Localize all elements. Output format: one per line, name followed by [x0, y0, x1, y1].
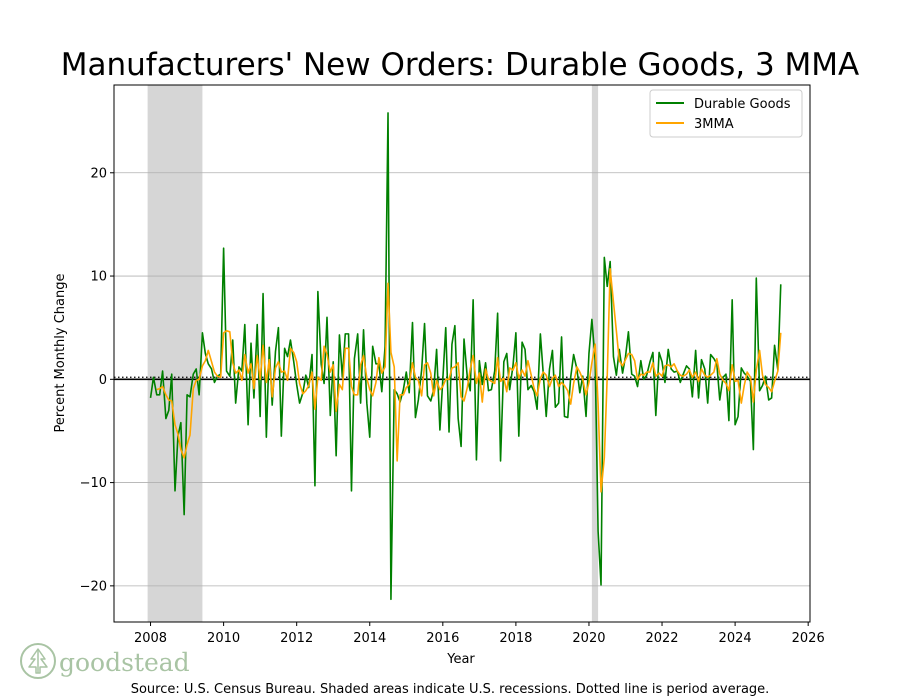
x-tick-label-4: 2016 [426, 631, 459, 646]
series-lines [149, 112, 782, 601]
goodstead-logo: goodstead [20, 643, 190, 679]
legend-label-durable-goods: Durable Goods [694, 97, 791, 112]
y-tick-label-0: −20 [80, 579, 107, 594]
x-tick-label-6: 2020 [572, 631, 605, 646]
y-tick-label-2: 0 [99, 373, 107, 388]
x-tick-label-3: 2014 [353, 631, 386, 646]
x-axis-label: Year [446, 652, 475, 667]
plot-area: 2008 2010 2012 2014 2016 2018 2020 2022 2024 2026… [80, 84, 825, 646]
x-tick-label-9: 2026 [792, 631, 825, 646]
legend-box [649, 89, 803, 138]
plot-frame [113, 84, 811, 623]
y-tick-label-1: −10 [80, 476, 107, 491]
logo-wordmark: goodstead [59, 648, 190, 677]
x-tick-label-0: 2008 [134, 631, 167, 646]
legend-label-3mma: 3MMA [694, 117, 734, 132]
x-tick-label-2: 2012 [280, 631, 313, 646]
source-note: Source: U.S. Census Bureau. Shaded areas… [131, 682, 770, 697]
y-tick-label-4: 20 [90, 166, 107, 181]
y-axis-ticks: −20 −10 0 10 20 [80, 166, 114, 594]
chart-title: Manufacturers' New Orders: Durable Goods… [61, 47, 859, 83]
x-tick-label-5: 2018 [499, 631, 532, 646]
y-axis-label: Percent Monthly Change [53, 273, 68, 432]
series-line-3mma [156, 268, 782, 493]
series-line-durable-goods [149, 112, 782, 601]
x-tick-label-7: 2022 [645, 631, 678, 646]
legend: Durable Goods 3MMA [649, 89, 803, 138]
tree-icon [20, 643, 56, 679]
x-tick-label-1: 2010 [207, 631, 240, 646]
recession-band-0 [147, 85, 203, 622]
x-tick-label-8: 2024 [719, 631, 752, 646]
y-tick-label-3: 10 [90, 270, 107, 285]
x-axis-ticks: 2008 2010 2012 2014 2016 2018 2020 2022 2024 2026 [134, 622, 825, 646]
